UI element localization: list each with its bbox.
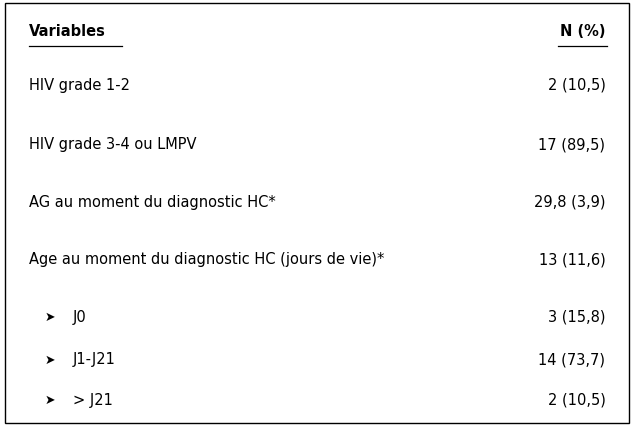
Text: HIV grade 1-2: HIV grade 1-2: [29, 78, 129, 93]
Text: 17 (89,5): 17 (89,5): [538, 137, 605, 153]
Text: J1-J21: J1-J21: [73, 352, 116, 368]
Text: J0: J0: [73, 310, 87, 325]
Text: > J21: > J21: [73, 393, 113, 408]
Text: 2 (10,5): 2 (10,5): [548, 78, 605, 93]
Text: 13 (11,6): 13 (11,6): [539, 252, 605, 268]
Text: 3 (15,8): 3 (15,8): [548, 310, 605, 325]
Text: 29,8 (3,9): 29,8 (3,9): [534, 195, 605, 210]
Text: 2 (10,5): 2 (10,5): [548, 393, 605, 408]
Text: 14 (73,7): 14 (73,7): [538, 352, 605, 368]
Text: HIV grade 3-4 ou LMPV: HIV grade 3-4 ou LMPV: [29, 137, 196, 153]
Text: Variables: Variables: [29, 24, 105, 40]
Text: ➤: ➤: [44, 311, 55, 324]
FancyBboxPatch shape: [5, 3, 629, 423]
Text: AG au moment du diagnostic HC*: AG au moment du diagnostic HC*: [29, 195, 275, 210]
Text: ➤: ➤: [44, 354, 55, 366]
Text: N (%): N (%): [560, 24, 605, 40]
Text: ➤: ➤: [44, 394, 55, 407]
Text: Age au moment du diagnostic HC (jours de vie)*: Age au moment du diagnostic HC (jours de…: [29, 252, 384, 268]
